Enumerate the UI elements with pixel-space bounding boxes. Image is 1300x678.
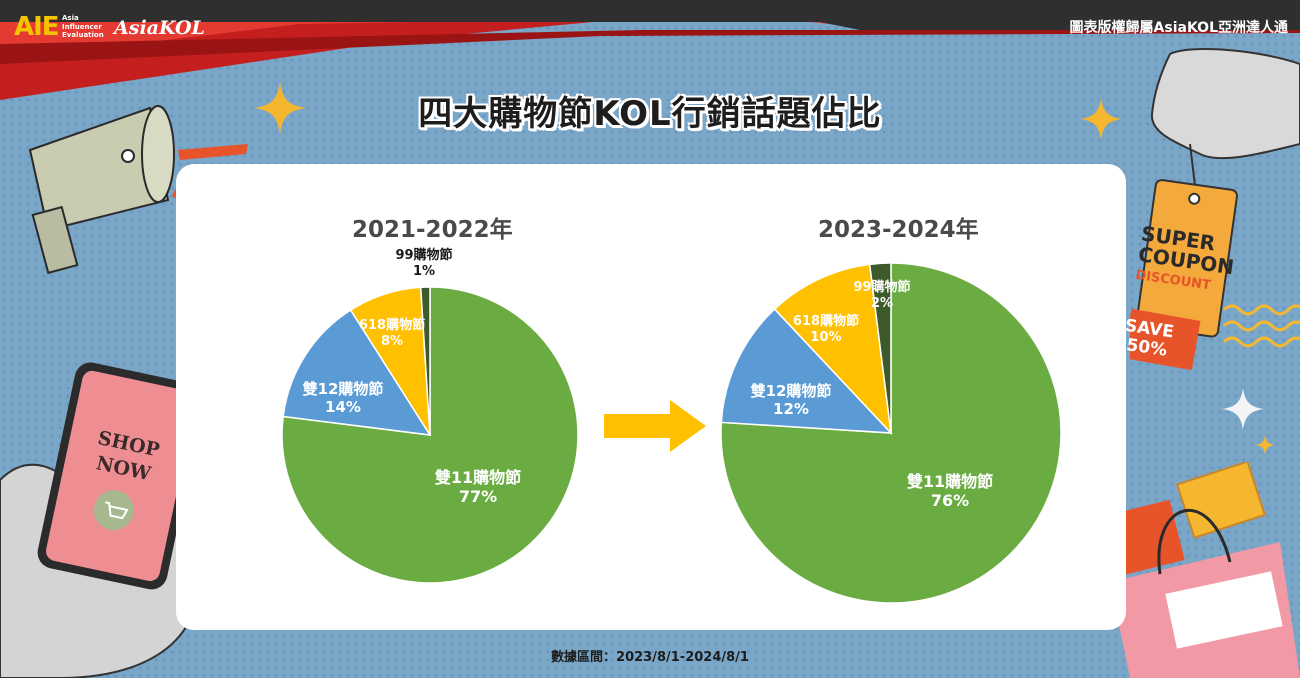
pie-chart-2021-2022 [281,286,579,584]
brand-sub-line: Asia [62,14,79,22]
brand-sub-line: Evaluation [62,31,104,39]
slice-percent: 8% [380,334,404,349]
wave-lines-decoration [1222,304,1300,348]
brand-sub-line: Influencer [62,22,102,31]
slice-percent: 14% [325,398,361,416]
slice-percent: 2% [870,296,894,311]
slice-percent: 77% [458,487,498,506]
page-title: 四大購物節KOL行銷話題佔比 [418,94,882,134]
chart-title-left: 2021-2022年 [352,217,513,243]
slice-percent: 10% [810,330,842,345]
pie-slice [773,263,893,436]
brand-logo-aie: AIE [14,12,60,42]
pie-chart-2023-2024 [720,262,1062,604]
pie-slice [419,286,431,436]
pie-slice-label: 雙11購物節 76% [907,472,993,510]
pie-slice-label: 雙12購物節 14% [303,380,384,416]
pie-slice [282,309,432,436]
header-background [0,0,1300,100]
slice-name: 雙11購物節 [906,472,994,491]
sparkle-icon [1255,435,1275,455]
pie-slice [720,262,1062,604]
slice-percent: 1% [412,264,436,279]
megaphone-icon [28,105,175,275]
brand-logo-asiakol: AsiaKOL [114,17,205,39]
pie-slice-label: 99購物節 1% [395,248,452,280]
sparkle-icon [1080,98,1122,140]
shopping-bag-icon [1110,508,1300,678]
pie-slice-label: 雙12購物節 12% [751,382,832,418]
arrow-icon [604,400,706,452]
phone-icon [37,362,205,590]
slice-name: 雙12購物節 [750,382,832,400]
pie-slice-label: 雙11購物節 77% [435,468,521,506]
slice-name: 雙11購物節 [434,468,522,487]
coupon-tag-illustration [1130,48,1300,371]
pie-slice-label: 99購物節 2% [853,280,910,312]
sparkle-icon [254,82,306,134]
slice-name: 99購物節 [395,248,453,263]
slice-percent: 76% [930,491,970,510]
slice-name: 618購物節 [792,314,860,329]
sparkle-icon [1222,388,1264,430]
slice-name: 618購物節 [358,318,426,333]
phone-illustration [0,362,227,678]
slice-percent: 12% [773,400,809,418]
chart-title-right: 2023-2024年 [818,217,979,243]
pie-slice-label: 618購物節 10% [793,314,859,346]
slice-name: 雙12購物節 [302,380,384,398]
pie-slice-label: 618購物節 8% [359,318,425,350]
pie-slice [720,308,893,434]
slice-name: 99購物節 [853,280,911,295]
data-range-footer: 數據區間：2023/8/1-2024/8/1 [551,650,749,665]
pie-slice [868,262,892,434]
brand-subtitle: Asia Influencer Evaluation [62,14,104,40]
header-bar: AIE Asia Influencer Evaluation AsiaKOL 圖… [0,0,1300,100]
copyright-notice: 圖表版權歸屬AsiaKOL亞洲達人通 [1069,20,1288,36]
